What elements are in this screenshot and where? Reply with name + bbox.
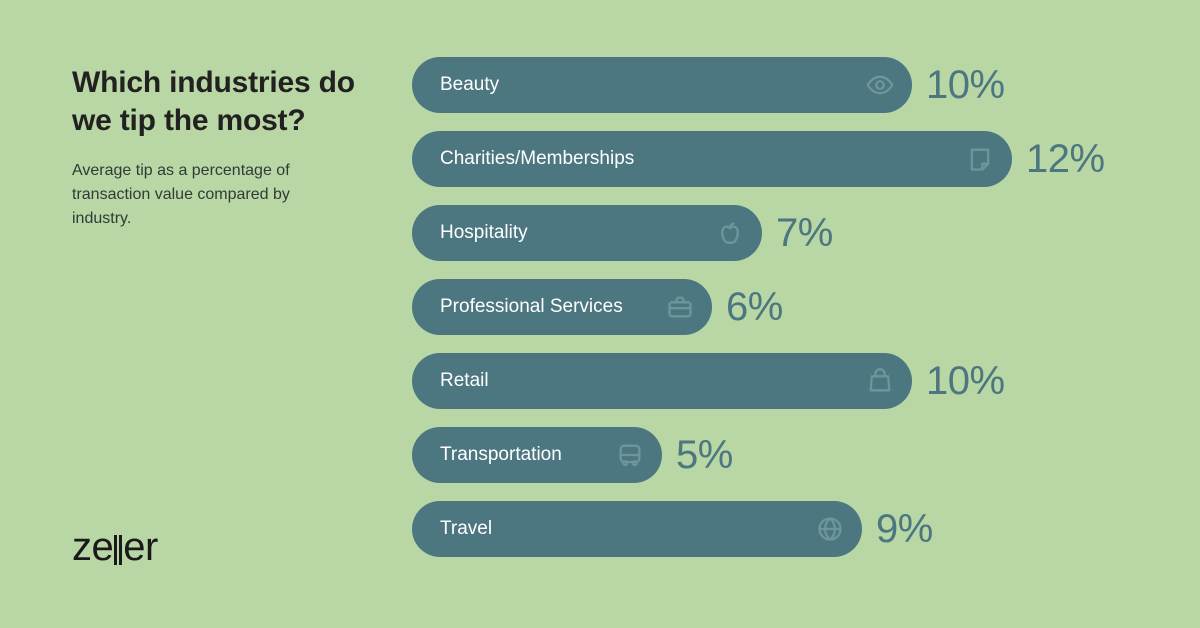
apple-icon [716,219,744,247]
brand-logo-divider [119,535,122,565]
brand-logo-right: er [123,525,158,570]
chart-bar: Professional Services [412,279,712,335]
chart-bar-label: Retail [440,370,489,392]
chart-value: 12% [1026,137,1105,182]
chart-value: 7% [776,211,833,256]
chart-value: 10% [926,63,1005,108]
heading-block: Which industries do we tip the most? Ave… [72,64,372,231]
chart-bar: Travel [412,501,862,557]
bus-icon [616,441,644,469]
chart-bar: Transportation [412,427,662,483]
chart-value: 9% [876,507,933,552]
industry-tip-chart: Beauty 10% Charities/Memberships 12% Hospita… [412,56,1172,574]
chart-row: Travel 9% [412,500,1172,558]
chart-bar: Charities/Memberships [412,131,1012,187]
chart-value: 5% [676,433,733,478]
chart-bar-label: Professional Services [440,296,623,318]
shopping-bag-icon [866,367,894,395]
chart-row: Professional Services 6% [412,278,1172,336]
chart-row: Hospitality 7% [412,204,1172,262]
chart-bar-label: Hospitality [440,222,528,244]
page-subtitle: Average tip as a percentage of transacti… [72,159,332,231]
chart-bar-label: Beauty [440,74,499,96]
chart-bar-label: Transportation [440,444,562,466]
note-icon [966,145,994,173]
chart-row: Beauty 10% [412,56,1172,114]
eye-icon [866,71,894,99]
chart-bar-label: Charities/Memberships [440,148,634,170]
briefcase-icon [666,293,694,321]
infographic-canvas: Which industries do we tip the most? Ave… [0,0,1200,628]
chart-row: Transportation 5% [412,426,1172,484]
brand-logo-left: ze [72,525,113,570]
brand-logo-divider [114,535,117,565]
chart-bar-label: Travel [440,518,492,540]
chart-row: Charities/Memberships 12% [412,130,1172,188]
chart-row: Retail 10% [412,352,1172,410]
chart-value: 6% [726,285,783,330]
chart-bar: Retail [412,353,912,409]
chart-value: 10% [926,359,1005,404]
chart-bar: Hospitality [412,205,762,261]
globe-icon [816,515,844,543]
chart-bar: Beauty [412,57,912,113]
brand-logo: ze er [72,525,158,570]
page-title: Which industries do we tip the most? [72,64,372,139]
